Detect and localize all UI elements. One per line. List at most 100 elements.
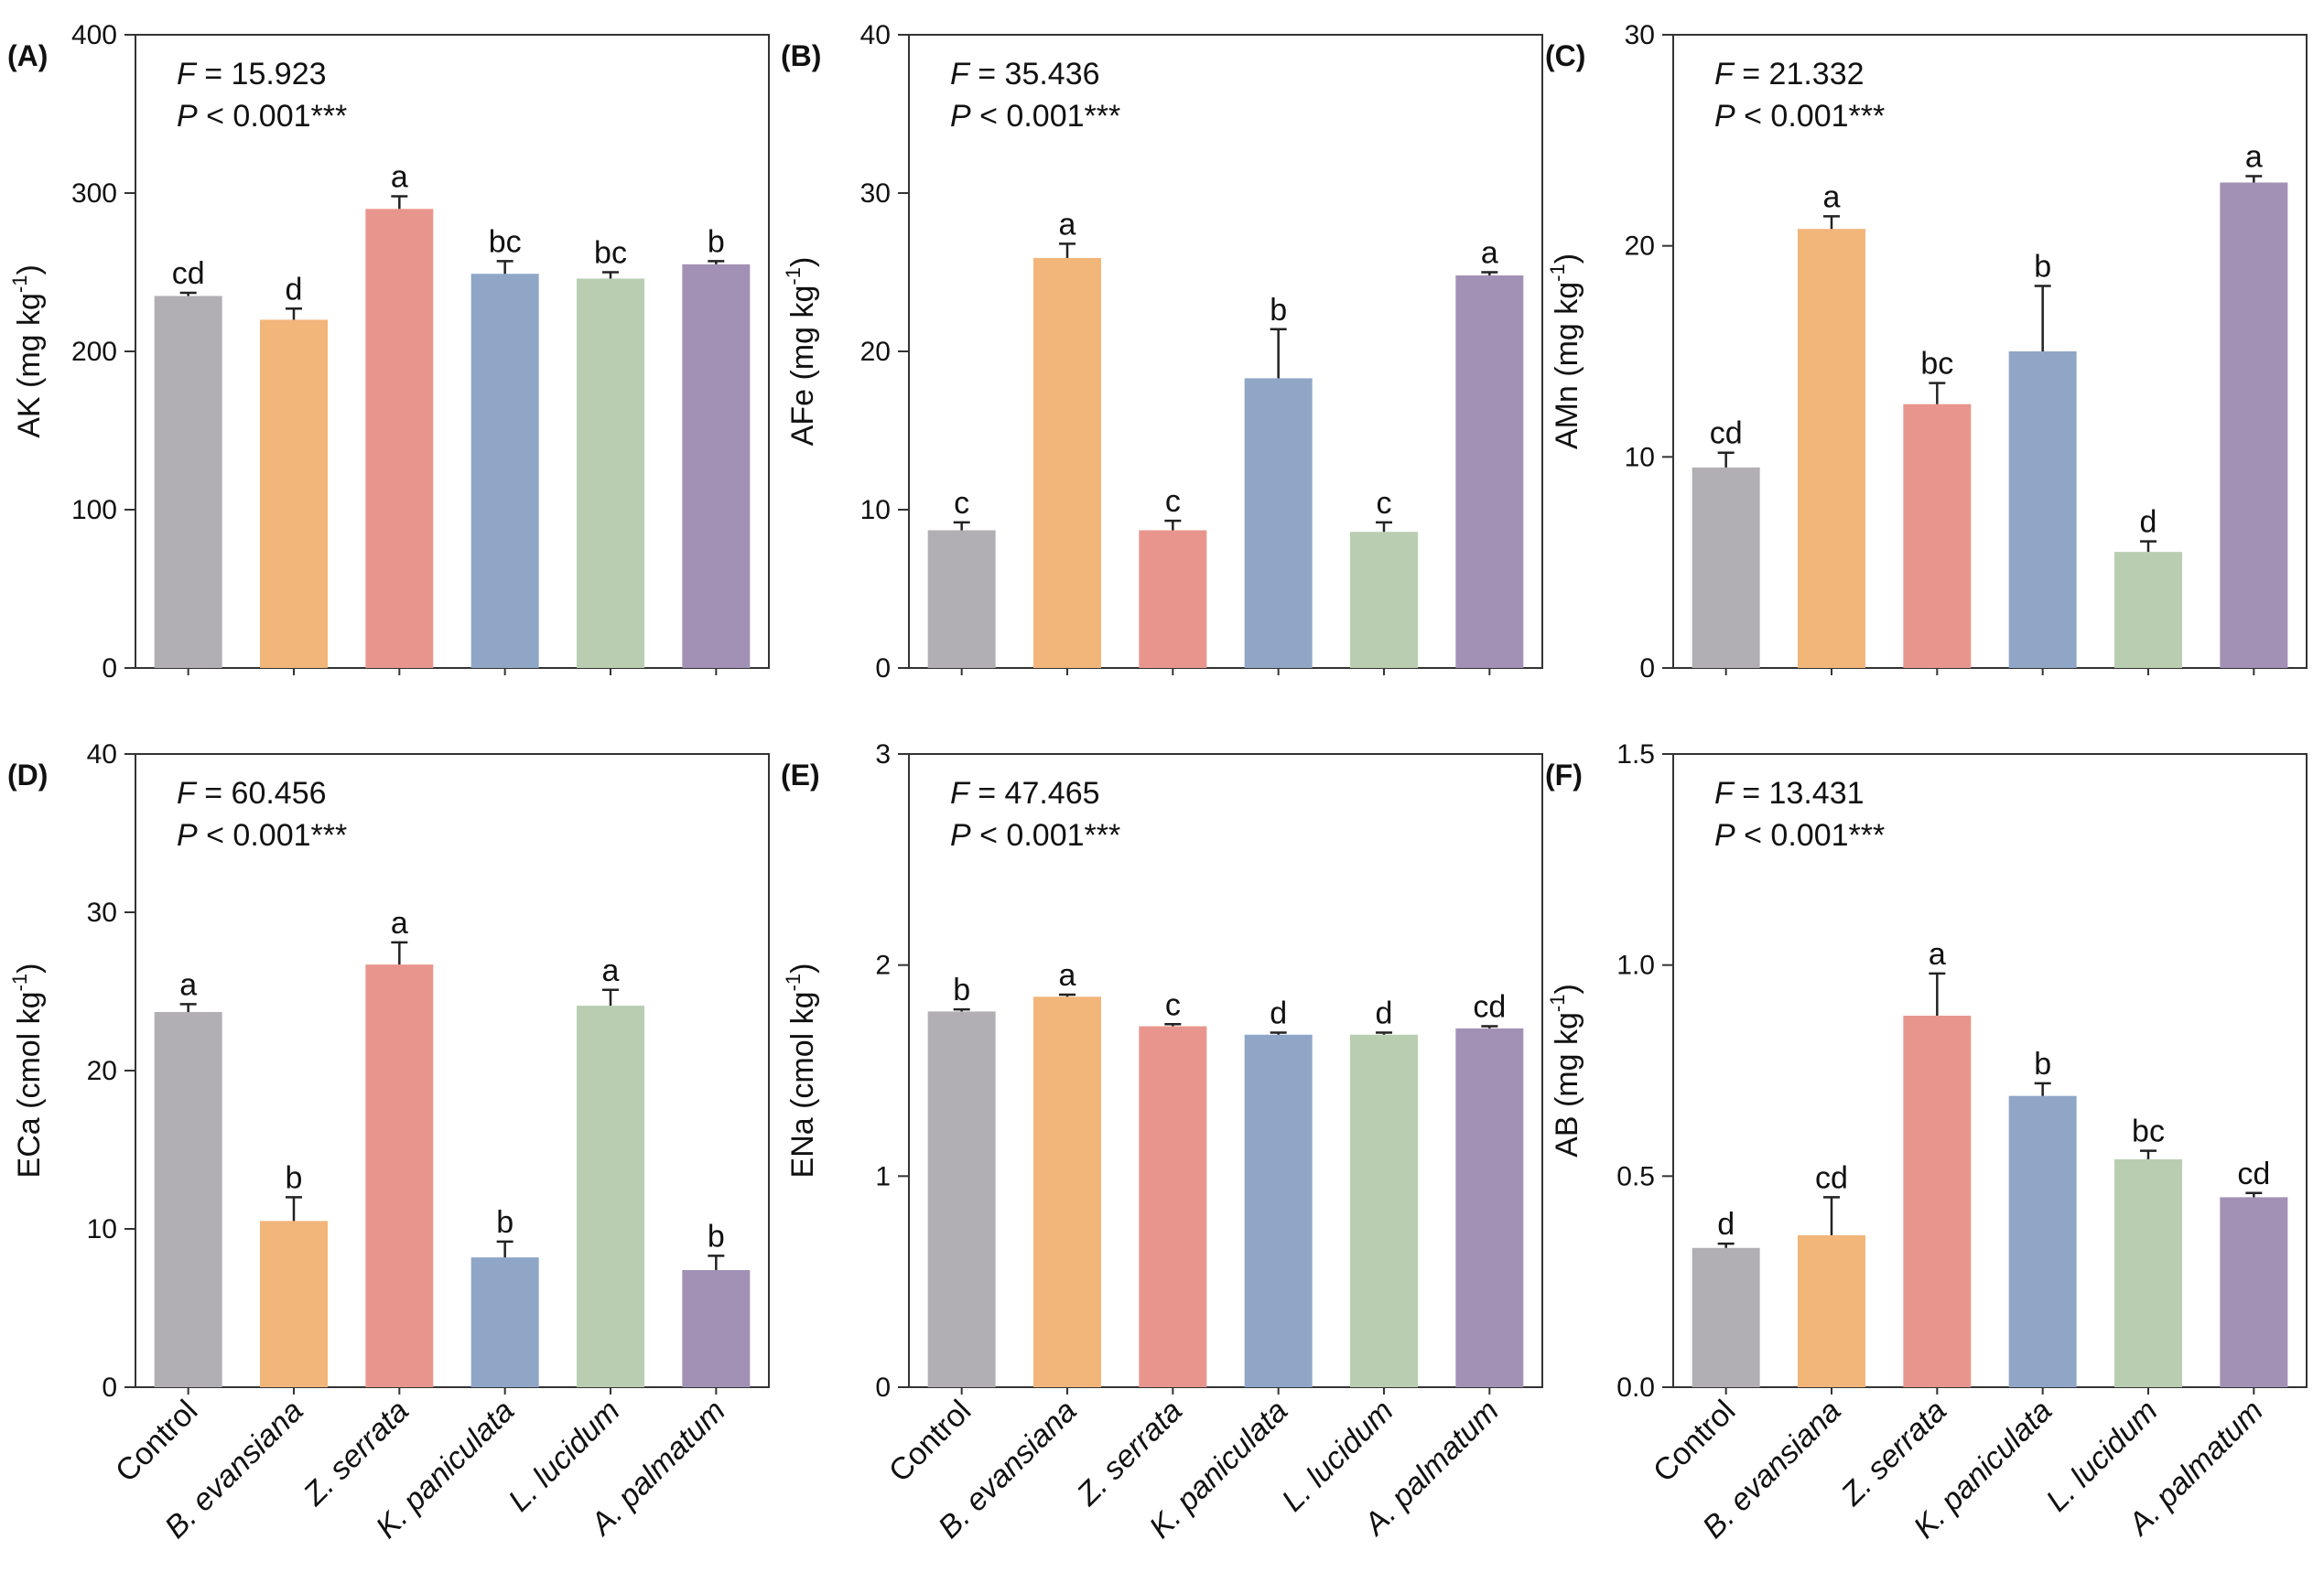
bar (1244, 378, 1313, 668)
y-tick-label: 3 (875, 739, 891, 770)
bar (1139, 530, 1207, 668)
y-tick-label: 40 (860, 20, 891, 50)
significance-letter: bc (1920, 347, 1953, 382)
significance-letter: c (1165, 987, 1181, 1022)
bar (470, 1257, 539, 1387)
bar (1350, 532, 1418, 668)
significance-letter: a (391, 906, 408, 941)
significance-letter: b (1270, 293, 1287, 328)
panel-b: 0 10 20 30 40 AFe (mg kg-1) (B) F = 35.436 P < 0… (781, 20, 1543, 684)
bar (470, 274, 539, 668)
bar (1455, 1028, 1524, 1387)
bar (154, 296, 222, 668)
panel-d: 0 10 20 30 40 ECa (cmol kg-1) (D) F = 60.456 P <… (7, 739, 770, 1546)
bar (1244, 1034, 1313, 1387)
y-axis-label: AB (mg kg-1) (1546, 984, 1584, 1158)
significance-letter: bc (489, 224, 522, 259)
stat-p: P < 0.001*** (950, 818, 1120, 853)
bar (365, 209, 434, 669)
y-axis-label: ENa (cmol kg-1) (782, 964, 820, 1179)
stat-p: P < 0.001*** (1714, 818, 1885, 853)
significance-letter: cd (1815, 1160, 1848, 1195)
y-tick-label: 300 (71, 178, 117, 209)
panel-label: (B) (781, 39, 821, 72)
y-tick-label: 0 (1639, 653, 1655, 684)
panel-label: (C) (1545, 39, 1585, 72)
y-tick-label: 20 (87, 1056, 117, 1086)
bar (2114, 1158, 2182, 1387)
y-tick-label: 20 (1625, 232, 1655, 262)
significance-letter: c (1377, 486, 1392, 521)
bar (1798, 1234, 1865, 1387)
y-tick-label: 0 (875, 653, 891, 684)
significance-letter: a (1059, 207, 1076, 242)
significance-letter: a (1059, 958, 1076, 993)
significance-letter: b (286, 1160, 303, 1195)
significance-letter: c (954, 486, 969, 521)
significance-letter: b (2034, 1047, 2051, 1082)
significance-letter: a (602, 953, 620, 988)
significance-letter: d (1717, 1207, 1735, 1242)
stat-f: F = 35.436 (950, 57, 1100, 92)
stat-f: F = 13.431 (1714, 776, 1865, 811)
significance-letter: d (2140, 505, 2157, 540)
bar (2220, 1197, 2288, 1387)
stat-p: P < 0.001*** (177, 99, 347, 134)
bar (682, 1269, 751, 1387)
bar (2008, 1095, 2077, 1387)
bar (682, 264, 751, 668)
bar (1903, 404, 1972, 668)
y-tick-label: 30 (860, 178, 891, 209)
bar (1455, 275, 1524, 668)
plot-frame (908, 753, 1543, 1388)
significance-letter: b (2034, 249, 2051, 284)
x-tick-label: Control (109, 1394, 204, 1489)
significance-letter: c (1165, 484, 1181, 519)
significance-letter: b (708, 1219, 725, 1254)
stat-p: P < 0.001*** (950, 99, 1120, 134)
y-tick-label: 1.5 (1616, 739, 1655, 770)
bar (1692, 467, 1760, 668)
y-tick-label: 0.5 (1616, 1161, 1655, 1191)
significance-letter: a (2245, 140, 2263, 175)
x-tick-label: Control (882, 1394, 978, 1489)
bar (1903, 1016, 1972, 1387)
bar (260, 319, 328, 668)
significance-letter: a (179, 967, 197, 1002)
bar (2008, 351, 2077, 668)
significance-letter: b (953, 973, 970, 1007)
significance-letter: bc (594, 236, 627, 271)
significance-letter: a (391, 159, 408, 194)
y-tick-label: 20 (860, 337, 891, 367)
bar (1139, 1026, 1207, 1387)
y-axis-label: ECa (cmol kg-1) (8, 964, 47, 1179)
bar (2114, 552, 2182, 668)
plot-frame (1672, 753, 2308, 1388)
panel-label: (A) (7, 39, 48, 72)
significance-letter: cd (1473, 990, 1506, 1025)
y-tick-label: 100 (71, 495, 117, 525)
y-axis-label: AMn (mg kg-1) (1546, 253, 1584, 449)
y-tick-label: 1.0 (1616, 951, 1655, 981)
y-tick-label: 40 (87, 739, 117, 770)
bar (1798, 229, 1865, 669)
bar (365, 964, 434, 1387)
y-tick-label: 0 (102, 653, 117, 684)
significance-letter: b (496, 1205, 513, 1240)
bar (260, 1221, 328, 1387)
significance-letter: a (1823, 179, 1841, 214)
panel-a: 0 100 200 300 400 AK (mg kg-1) (A) F = 15.923 P … (7, 20, 770, 684)
y-tick-label: 400 (71, 20, 117, 50)
panel-label: (D) (7, 759, 48, 792)
y-tick-label: 30 (1625, 20, 1655, 50)
bar (577, 1006, 644, 1387)
panel-f: 0.0 0.5 1.0 1.5 AB (mg kg-1) (F) F = 13.431 P <… (1545, 739, 2308, 1546)
significance-letter: a (1481, 236, 1498, 271)
significance-letter: a (1929, 937, 1946, 972)
bar (2220, 182, 2288, 668)
significance-letter: bc (2132, 1115, 2165, 1149)
stat-p: P < 0.001*** (177, 818, 347, 853)
stat-f: F = 15.923 (177, 57, 327, 92)
plot-frame (1672, 34, 2308, 669)
